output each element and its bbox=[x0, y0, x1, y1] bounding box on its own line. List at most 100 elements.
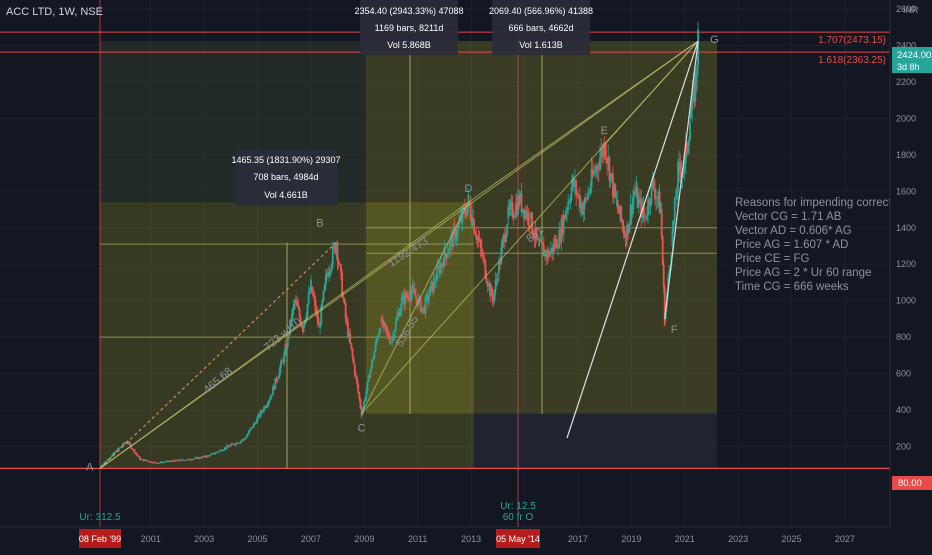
candle-body bbox=[432, 278, 435, 292]
candle-body bbox=[207, 455, 210, 457]
candle-body bbox=[385, 325, 388, 331]
candle-body bbox=[694, 73, 697, 102]
candle-body bbox=[678, 162, 681, 174]
candle-body bbox=[239, 441, 242, 443]
candle-body bbox=[648, 199, 651, 206]
candle-body bbox=[628, 222, 631, 233]
candle-body bbox=[493, 289, 496, 300]
candle-body bbox=[563, 215, 566, 219]
candle-body bbox=[358, 392, 361, 400]
candle-body bbox=[106, 459, 109, 461]
candle-body bbox=[520, 193, 523, 213]
price-axis[interactable]: INR 200 400 600 800 1000 1200 1400 1600 1800 2000… bbox=[889, 0, 932, 527]
candle-body bbox=[236, 442, 239, 444]
candle-body bbox=[338, 264, 341, 265]
candle-body bbox=[327, 273, 330, 277]
candle-body bbox=[158, 462, 161, 464]
candle-body bbox=[199, 458, 202, 459]
candle-body bbox=[219, 449, 222, 451]
candle-body bbox=[290, 319, 293, 322]
candle-body bbox=[597, 168, 600, 170]
note-line-7: Time CG = 666 weeks bbox=[735, 281, 849, 293]
candle-body bbox=[204, 455, 206, 457]
guide-lines bbox=[0, 0, 890, 527]
support-price-tag bbox=[892, 476, 932, 490]
candle-body bbox=[548, 253, 551, 256]
candle-body bbox=[475, 234, 478, 240]
candle-body bbox=[182, 459, 184, 461]
candle-body bbox=[312, 292, 315, 297]
candle-body bbox=[460, 216, 463, 222]
candle-body bbox=[542, 244, 545, 257]
candle-body bbox=[378, 331, 381, 338]
candle-body bbox=[160, 461, 163, 463]
candle-body bbox=[198, 457, 201, 459]
candle-body bbox=[276, 378, 279, 382]
candle-body bbox=[442, 263, 445, 267]
candle-body bbox=[248, 430, 250, 434]
candle-body bbox=[188, 458, 191, 460]
candle-body bbox=[205, 456, 208, 458]
candle-body bbox=[510, 202, 513, 205]
stat-box-1: 1465.35 (1831.90%) 29307 708 bars, 4984d… bbox=[231, 150, 341, 206]
point-label-b: B bbox=[316, 217, 323, 229]
candle-body bbox=[418, 297, 421, 298]
candle-body bbox=[360, 407, 363, 416]
candle-body bbox=[470, 217, 473, 226]
candle-body bbox=[536, 238, 539, 240]
candle-body bbox=[539, 239, 542, 242]
candle-body bbox=[557, 248, 559, 249]
time-tick-label: 2023 bbox=[728, 534, 748, 544]
candle-body bbox=[629, 204, 632, 223]
candle-body bbox=[446, 253, 449, 258]
candle-body bbox=[172, 461, 175, 462]
time-tick-label: 2009 bbox=[354, 534, 374, 544]
candle-body bbox=[170, 460, 172, 462]
candle-body bbox=[550, 247, 552, 254]
candle-body bbox=[306, 303, 309, 316]
candle-body bbox=[141, 459, 144, 461]
candle-body bbox=[491, 289, 494, 301]
candle-body bbox=[625, 236, 627, 247]
candle-body bbox=[467, 194, 470, 206]
candle-body bbox=[519, 193, 522, 201]
candle-body bbox=[165, 461, 168, 463]
candle-body bbox=[155, 462, 157, 464]
candle-body bbox=[403, 294, 405, 305]
candle-body bbox=[228, 446, 231, 448]
candle-body bbox=[129, 442, 131, 445]
candle-body bbox=[677, 161, 679, 191]
candle-body bbox=[316, 312, 319, 324]
candle-body bbox=[416, 298, 419, 306]
candle-body bbox=[634, 191, 637, 195]
candle-body bbox=[351, 348, 354, 358]
candle-body bbox=[434, 281, 436, 283]
candle-body bbox=[289, 319, 292, 335]
candle-body bbox=[144, 459, 147, 461]
candle-body bbox=[244, 438, 247, 440]
candle-body bbox=[157, 463, 160, 464]
price-tick-label: 1000 bbox=[896, 296, 916, 306]
candle-body bbox=[223, 447, 226, 450]
candle-body bbox=[609, 173, 612, 181]
candle-body bbox=[486, 282, 489, 287]
candle-body bbox=[527, 211, 530, 225]
candle-body bbox=[279, 361, 282, 369]
time-axis[interactable]: 2001200320052007200920112013201520172019… bbox=[0, 526, 890, 550]
candle-body bbox=[353, 364, 356, 375]
vector-dg bbox=[468, 40, 699, 203]
point-label-f: F bbox=[671, 324, 678, 336]
candle-body bbox=[349, 333, 352, 344]
candle-body bbox=[286, 333, 289, 347]
candle-body bbox=[148, 461, 151, 463]
candle-body bbox=[691, 90, 694, 111]
candle-body bbox=[163, 462, 165, 463]
candle-body bbox=[466, 205, 469, 216]
candle-body bbox=[364, 398, 366, 402]
candle-body bbox=[566, 210, 568, 213]
candle-body bbox=[425, 294, 428, 297]
candle-body bbox=[152, 462, 155, 463]
candle-body bbox=[139, 456, 141, 460]
